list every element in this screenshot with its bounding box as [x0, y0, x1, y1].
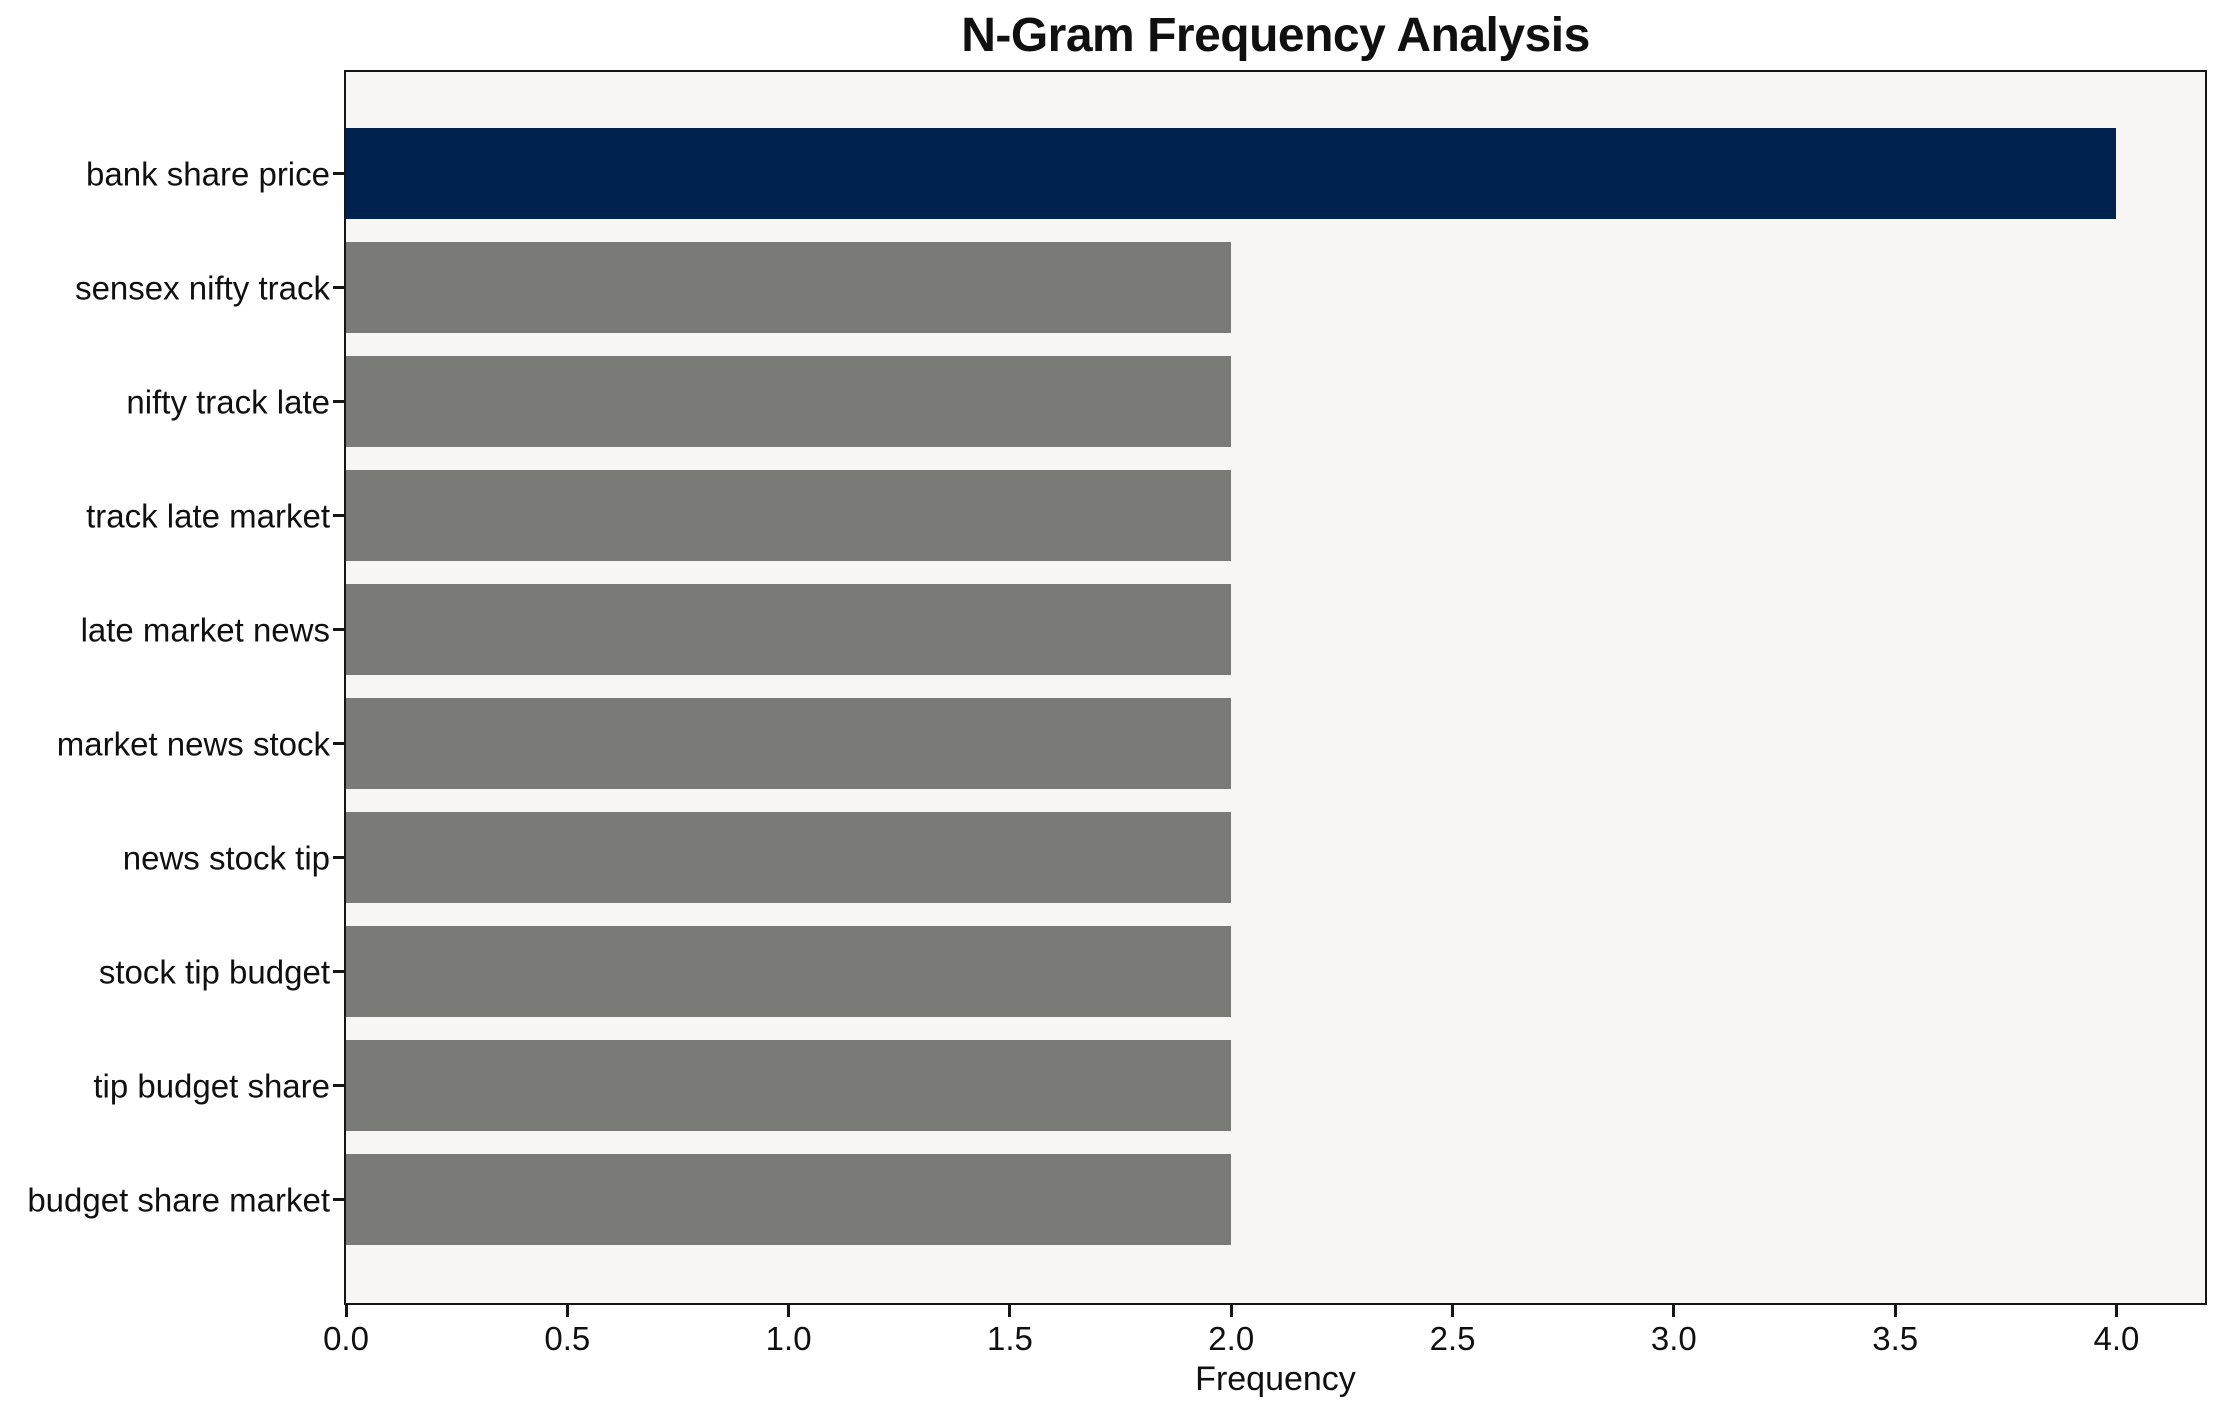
y-tick-mark: [333, 628, 345, 631]
y-tick-label: late market news: [80, 611, 330, 648]
bar-sensex-nifty-track: [346, 242, 1231, 333]
y-tick-mark: [333, 514, 345, 517]
x-tick-mark: [1008, 1304, 1012, 1317]
chart-title: N-Gram Frequency Analysis: [961, 9, 1590, 62]
bar-stock-tip-budget: [346, 926, 1231, 1017]
bar-budget-share-market: [346, 1154, 1231, 1245]
y-tick-mark: [333, 856, 345, 859]
bar-late-market-news: [346, 584, 1231, 675]
bar-track-late-market: [346, 470, 1231, 561]
y-tick-mark: [333, 742, 345, 745]
x-tick-mark: [344, 1304, 348, 1317]
x-tick-mark: [1229, 1304, 1233, 1317]
plot-area: [344, 70, 2207, 1305]
x-tick-label: 3.5: [1872, 1320, 1919, 1357]
bar-bank-share-price: [346, 128, 2116, 219]
y-tick-label: nifty track late: [126, 383, 330, 420]
y-tick-mark: [333, 286, 345, 289]
x-tick-label: 3.0: [1650, 1320, 1697, 1357]
x-tick-mark: [1672, 1304, 1676, 1317]
x-tick-label: 2.0: [1208, 1320, 1255, 1357]
x-tick-label: 4.0: [2093, 1320, 2140, 1357]
x-tick-mark: [565, 1304, 569, 1317]
y-tick-label: stock tip budget: [98, 953, 330, 990]
y-tick-label: budget share market: [27, 1181, 330, 1218]
y-tick-label: tip budget share: [93, 1067, 330, 1104]
y-tick-label: market news stock: [56, 725, 330, 762]
bar-tip-budget-share: [346, 1040, 1231, 1131]
y-tick-label: sensex nifty track: [75, 269, 330, 306]
y-tick-mark: [333, 1198, 345, 1201]
y-tick-label: bank share price: [86, 155, 330, 192]
x-tick-mark: [2114, 1304, 2118, 1317]
x-axis-label: Frequency: [1195, 1360, 1356, 1398]
x-tick-label: 0.5: [544, 1320, 591, 1357]
y-tick-mark: [333, 400, 345, 403]
x-tick-label: 0.0: [323, 1320, 369, 1357]
x-tick-mark: [1451, 1304, 1455, 1317]
x-tick-label: 1.0: [765, 1320, 812, 1357]
x-tick-mark: [1893, 1304, 1897, 1317]
bar-news-stock-tip: [346, 812, 1231, 903]
x-tick-mark: [787, 1304, 791, 1317]
y-tick-label: news stock tip: [122, 839, 330, 876]
y-tick-mark: [333, 970, 345, 973]
y-tick-label: track late market: [86, 497, 330, 534]
y-tick-mark: [333, 172, 345, 175]
x-tick-label: 2.5: [1429, 1320, 1476, 1357]
y-tick-mark: [333, 1084, 345, 1087]
bar-market-news-stock: [346, 698, 1231, 789]
x-tick-label: 1.5: [986, 1320, 1033, 1357]
bar-nifty-track-late: [346, 356, 1231, 447]
